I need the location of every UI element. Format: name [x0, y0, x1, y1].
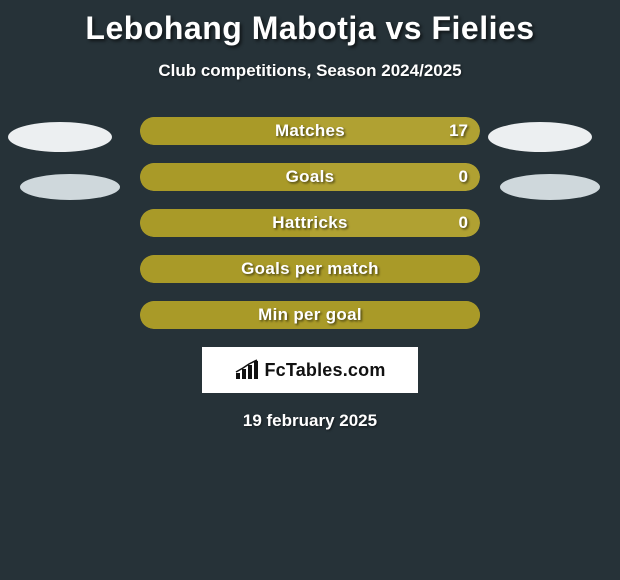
snapshot-date: 19 february 2025 [0, 411, 620, 431]
stat-bar-right-value: 17 [449, 117, 468, 145]
stat-bar-label: Matches [140, 117, 480, 145]
stat-bar: Goals0 [140, 163, 480, 191]
page-title: Lebohang Mabotja vs Fielies [0, 0, 620, 47]
comparison-bars: Matches17Goals0Hattricks0Goals per match… [140, 117, 480, 329]
brand-badge: FcTables.com [202, 347, 418, 393]
stat-bar-right-value: 0 [459, 163, 468, 191]
player-avatar-placeholder [20, 174, 120, 200]
page-subtitle: Club competitions, Season 2024/2025 [0, 61, 620, 81]
stat-bar-label: Goals per match [140, 255, 480, 283]
player-avatar-placeholder [488, 122, 592, 152]
stat-bar-label: Hattricks [140, 209, 480, 237]
stat-bar: Matches17 [140, 117, 480, 145]
stat-bar: Goals per match [140, 255, 480, 283]
player-avatar-placeholder [500, 174, 600, 200]
bar-chart-icon [234, 359, 260, 381]
stat-bar-label: Goals [140, 163, 480, 191]
brand-text: FcTables.com [264, 360, 385, 381]
stat-bar-right-value: 0 [459, 209, 468, 237]
stat-bar-label: Min per goal [140, 301, 480, 329]
stat-bar: Hattricks0 [140, 209, 480, 237]
player-avatar-placeholder [8, 122, 112, 152]
stat-bar: Min per goal [140, 301, 480, 329]
